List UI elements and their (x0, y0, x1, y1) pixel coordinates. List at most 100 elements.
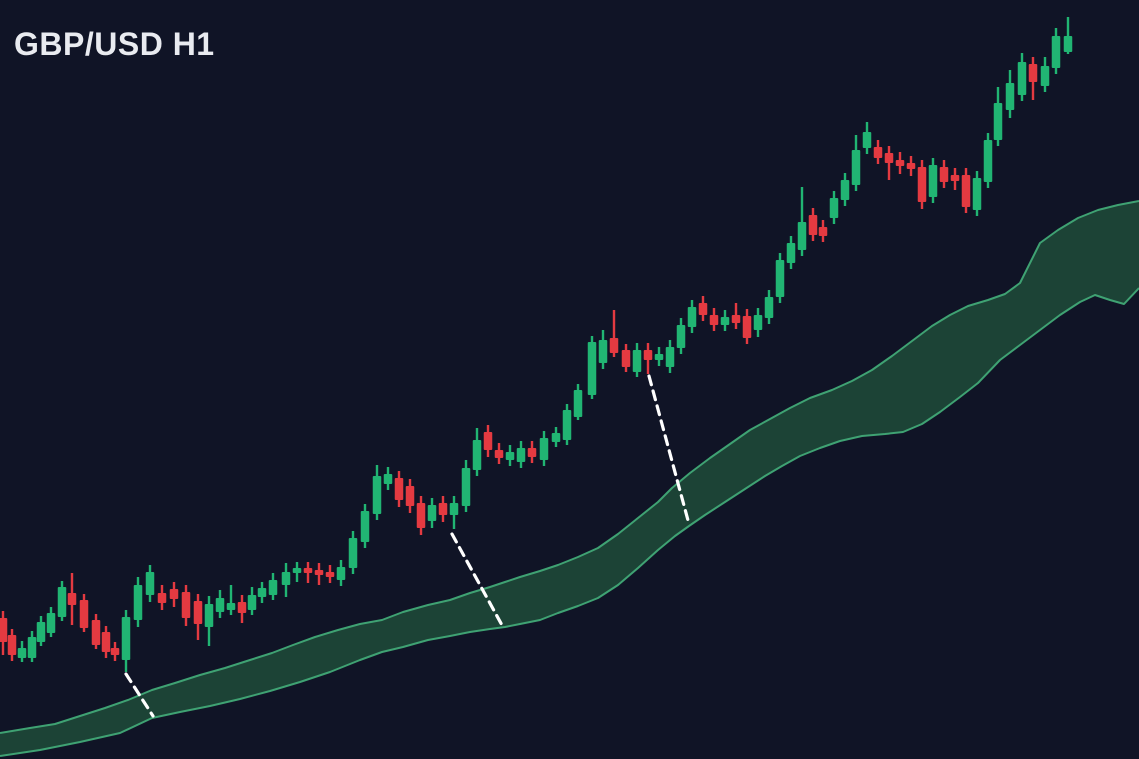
candles (0, 17, 1073, 672)
candle-body (405, 486, 415, 506)
candle-up (516, 441, 526, 468)
candle-body (676, 325, 686, 348)
candle-body (527, 448, 537, 457)
candle-body (829, 198, 839, 218)
candle-up (587, 336, 597, 399)
candle-body (247, 595, 257, 610)
candle-body (1028, 64, 1038, 82)
candle-body (873, 147, 883, 158)
candle-up (46, 607, 56, 637)
candle-body (145, 572, 155, 595)
candle-body (121, 617, 131, 660)
candle-down (808, 208, 818, 241)
candle-down (961, 168, 971, 213)
candle-body (840, 180, 850, 200)
candle-body (983, 140, 993, 182)
candle-body (884, 153, 894, 163)
candle-body (237, 602, 247, 613)
candle-body (483, 432, 493, 450)
candle-up (281, 563, 291, 597)
candle-body (383, 474, 393, 484)
candle-up (383, 467, 393, 490)
candle-up (461, 460, 471, 512)
candle-down (884, 146, 894, 180)
candle-up (665, 340, 675, 373)
candle-up (654, 347, 664, 366)
candle-body (961, 175, 971, 207)
candle-body (862, 132, 872, 148)
candle-body (281, 572, 291, 585)
candle-body (314, 570, 324, 575)
candle-body (133, 585, 143, 620)
candle-body (1051, 36, 1061, 68)
candle-body (775, 260, 785, 297)
candle-body (709, 315, 719, 325)
candle-up (562, 404, 572, 445)
candle-body (204, 604, 214, 627)
candle-up (775, 253, 785, 303)
candle-down (950, 168, 960, 190)
candle-body (36, 622, 46, 642)
candle-up (539, 431, 549, 466)
candle-down (1028, 57, 1038, 100)
candle-body (416, 503, 426, 528)
candle-up (257, 582, 267, 603)
candle-up (133, 577, 143, 627)
candle-up (829, 191, 839, 224)
candle-down (939, 160, 949, 188)
candle-down (917, 160, 927, 209)
candle-down (621, 344, 631, 372)
candle-body (587, 342, 597, 395)
candle-up (204, 596, 214, 646)
candle-body (993, 103, 1003, 140)
candle-up (676, 318, 686, 354)
pullback-lines (124, 374, 691, 718)
candle-body (169, 589, 179, 599)
candle-body (110, 648, 120, 655)
candle-down (67, 573, 77, 625)
candle-body (665, 347, 675, 367)
candle-up (551, 427, 561, 447)
candle-up (797, 187, 807, 256)
candle-up (145, 565, 155, 602)
candle-down (416, 496, 426, 535)
candle-body (449, 503, 459, 515)
candle-body (472, 440, 482, 470)
candle-down (237, 595, 247, 623)
candle-up (121, 610, 131, 672)
candle-up (1063, 17, 1073, 54)
candle-up (1005, 70, 1015, 118)
candle-body (181, 592, 191, 618)
candle-body (609, 338, 619, 353)
candle-up (840, 173, 850, 206)
candle-body (621, 350, 631, 367)
candle-down (394, 471, 404, 507)
candle-body (753, 315, 763, 330)
candle-down (303, 562, 313, 583)
candle-body (687, 307, 697, 327)
candle-up (472, 428, 482, 476)
candle-down (405, 479, 415, 513)
candle-down (157, 585, 167, 610)
candle-up (268, 573, 278, 600)
candle-down (895, 152, 905, 174)
candle-up (983, 133, 993, 188)
candle-body (226, 603, 236, 610)
candle-body (895, 160, 905, 166)
candle-up (1051, 28, 1061, 74)
candle-body (0, 618, 8, 642)
candle-body (808, 215, 818, 235)
candle-down (110, 642, 120, 661)
candle-down (731, 303, 741, 329)
candle-body (348, 538, 358, 568)
candle-body (17, 648, 27, 658)
candle-body (654, 354, 664, 360)
candle-body (360, 511, 370, 542)
candle-up (753, 308, 763, 337)
candle-body (79, 600, 89, 628)
candle-body (516, 448, 526, 462)
candle-body (372, 476, 382, 514)
candle-up (372, 465, 382, 520)
candle-down (709, 308, 719, 331)
